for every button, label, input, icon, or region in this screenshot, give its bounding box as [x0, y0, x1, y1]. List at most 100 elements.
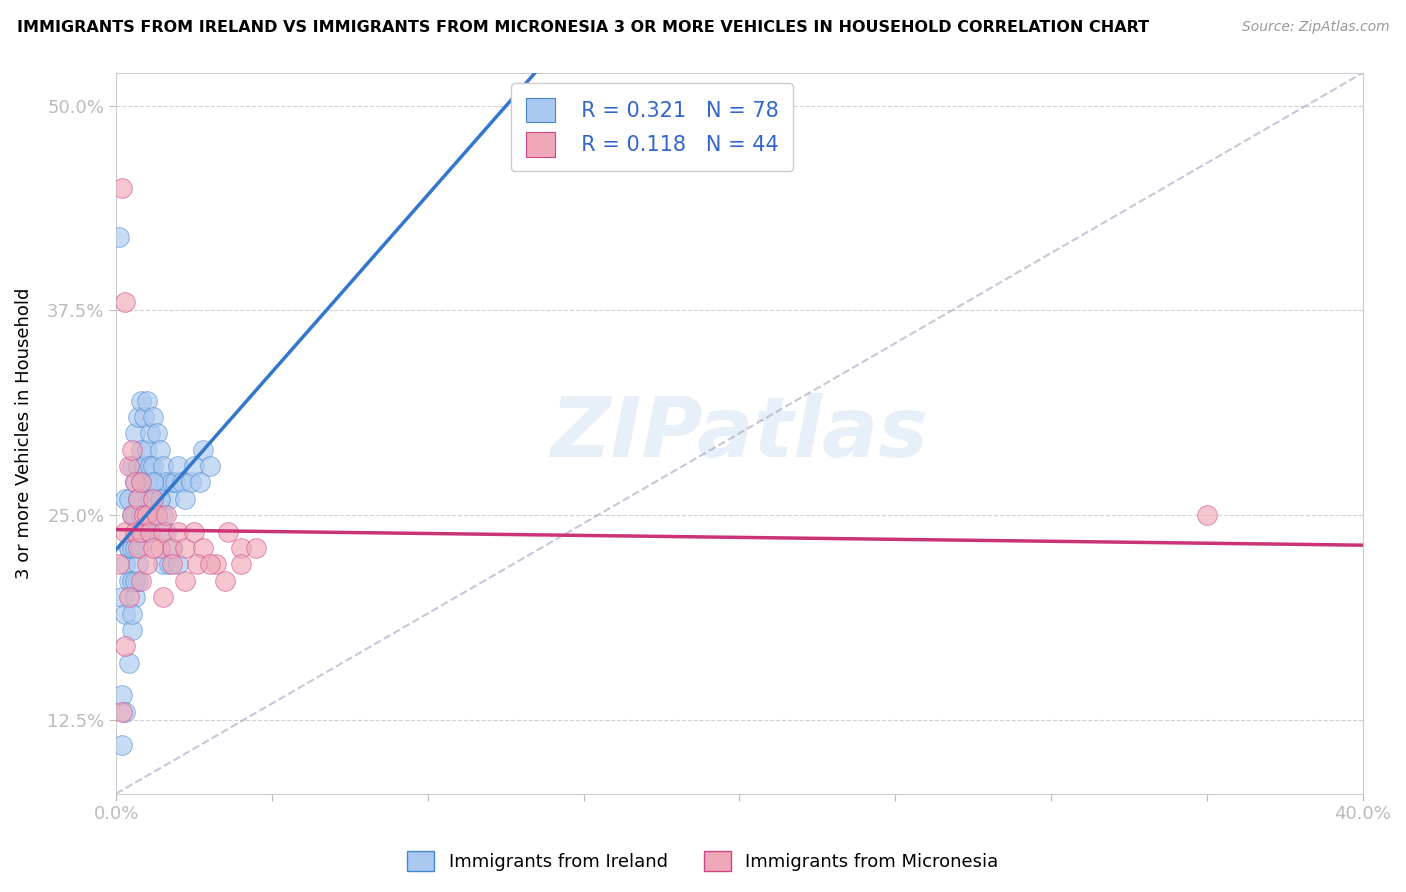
Text: IMMIGRANTS FROM IRELAND VS IMMIGRANTS FROM MICRONESIA 3 OR MORE VEHICLES IN HOUS: IMMIGRANTS FROM IRELAND VS IMMIGRANTS FR…	[17, 20, 1149, 35]
Point	[139, 524, 162, 539]
Point	[152, 524, 174, 539]
Point	[129, 442, 152, 457]
Point	[217, 524, 239, 539]
Point	[155, 508, 177, 523]
Point	[124, 426, 146, 441]
Point	[108, 558, 131, 572]
Point	[129, 524, 152, 539]
Point	[117, 491, 139, 506]
Point	[152, 590, 174, 604]
Point	[170, 475, 193, 490]
Point	[167, 524, 190, 539]
Point	[160, 558, 183, 572]
Point	[114, 295, 136, 310]
Point	[136, 508, 159, 523]
Point	[127, 409, 149, 424]
Point	[142, 491, 165, 506]
Point	[127, 541, 149, 555]
Point	[149, 491, 172, 506]
Point	[114, 705, 136, 719]
Point	[136, 524, 159, 539]
Point	[117, 541, 139, 555]
Point	[152, 558, 174, 572]
Point	[186, 558, 208, 572]
Point	[157, 491, 180, 506]
Point	[136, 558, 159, 572]
Point	[121, 508, 143, 523]
Point	[111, 738, 134, 752]
Point	[145, 508, 167, 523]
Point	[129, 393, 152, 408]
Point	[160, 541, 183, 555]
Point	[129, 475, 152, 490]
Legend: Immigrants from Ireland, Immigrants from Micronesia: Immigrants from Ireland, Immigrants from…	[401, 844, 1005, 879]
Point	[114, 524, 136, 539]
Point	[127, 574, 149, 588]
Point	[114, 607, 136, 621]
Point	[121, 442, 143, 457]
Point	[124, 590, 146, 604]
Point	[117, 574, 139, 588]
Point	[145, 475, 167, 490]
Point	[124, 574, 146, 588]
Text: ZIPatlas: ZIPatlas	[550, 392, 928, 474]
Point	[121, 623, 143, 637]
Point	[142, 409, 165, 424]
Point	[121, 607, 143, 621]
Point	[134, 459, 156, 474]
Point	[129, 541, 152, 555]
Point	[160, 475, 183, 490]
Point	[134, 524, 156, 539]
Point	[193, 541, 215, 555]
Point	[129, 508, 152, 523]
Point	[142, 491, 165, 506]
Point	[136, 508, 159, 523]
Point	[127, 524, 149, 539]
Point	[180, 475, 202, 490]
Point	[167, 558, 190, 572]
Point	[117, 656, 139, 670]
Point	[173, 491, 195, 506]
Point	[124, 475, 146, 490]
Point	[139, 508, 162, 523]
Point	[111, 180, 134, 194]
Point	[127, 491, 149, 506]
Point	[108, 229, 131, 244]
Point	[149, 442, 172, 457]
Point	[204, 558, 226, 572]
Point	[111, 689, 134, 703]
Point	[136, 442, 159, 457]
Point	[173, 574, 195, 588]
Point	[160, 541, 183, 555]
Point	[114, 640, 136, 654]
Point	[124, 475, 146, 490]
Point	[134, 508, 156, 523]
Point	[152, 508, 174, 523]
Point	[111, 705, 134, 719]
Point	[245, 541, 267, 555]
Point	[1195, 508, 1218, 523]
Point	[134, 409, 156, 424]
Point	[121, 459, 143, 474]
Point	[165, 475, 187, 490]
Point	[136, 393, 159, 408]
Point	[117, 541, 139, 555]
Point	[193, 442, 215, 457]
Point	[149, 491, 172, 506]
Point	[183, 459, 205, 474]
Point	[142, 459, 165, 474]
Point	[114, 558, 136, 572]
Point	[111, 590, 134, 604]
Point	[142, 475, 165, 490]
Point	[127, 459, 149, 474]
Point	[127, 558, 149, 572]
Point	[198, 459, 221, 474]
Point	[173, 541, 195, 555]
Point	[139, 459, 162, 474]
Y-axis label: 3 or more Vehicles in Household: 3 or more Vehicles in Household	[15, 287, 32, 579]
Point	[188, 475, 211, 490]
Point	[229, 558, 252, 572]
Text: Source: ZipAtlas.com: Source: ZipAtlas.com	[1241, 20, 1389, 34]
Point	[124, 508, 146, 523]
Point	[121, 541, 143, 555]
